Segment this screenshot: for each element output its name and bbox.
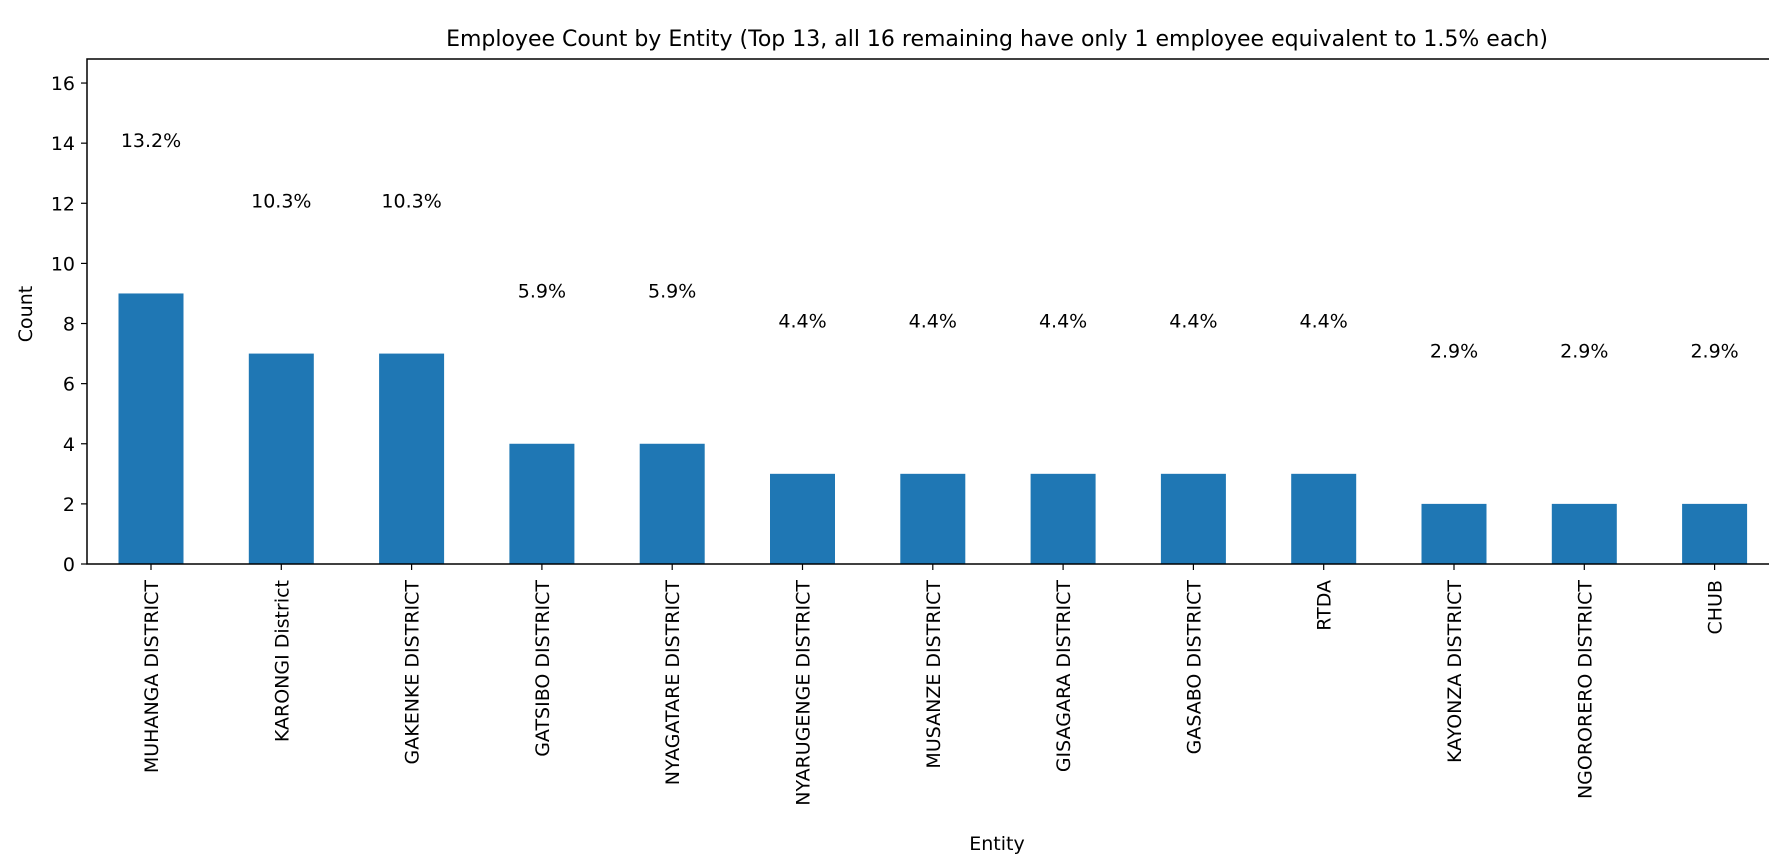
bar-data-label: 4.4% — [909, 311, 957, 333]
x-tick-label: RTDA — [1314, 580, 1336, 631]
x-axis: MUHANGA DISTRICT KARONGI District GAKENKE … — [141, 564, 1727, 806]
bar — [1682, 503, 1748, 564]
x-tick-label: GAKENKE DISTRICT — [402, 580, 424, 765]
bar-data-label: 4.4% — [1169, 311, 1217, 333]
bar — [509, 443, 575, 564]
x-tick-label: NYARUGENGE DISTRICT — [793, 580, 815, 806]
chart-title: Employee Count by Entity (Top 13, all 16… — [446, 27, 1548, 52]
bar-data-label: 2.9% — [1430, 341, 1478, 363]
bar — [900, 473, 966, 564]
bar-data-label: 13.2% — [121, 130, 181, 152]
bar — [639, 443, 705, 564]
x-tick-label: KAYONZA DISTRICT — [1444, 580, 1466, 763]
x-tick-label: NGORORERO DISTRICT — [1574, 580, 1596, 799]
bar-data-label: 2.9% — [1690, 341, 1738, 363]
x-tick-label: KARONGI District — [271, 580, 293, 742]
bar-data-label: 10.3% — [251, 190, 311, 212]
x-tick-label: CHUB — [1705, 580, 1727, 635]
bar — [1291, 473, 1357, 564]
y-tick-label: 16 — [51, 73, 75, 95]
bar-data-label: 10.3% — [381, 190, 441, 212]
bar-data-label: 4.4% — [1039, 311, 1087, 333]
bar-data-label: 4.4% — [1300, 311, 1348, 333]
bars — [118, 293, 1748, 564]
bar-data-label: 5.9% — [518, 280, 566, 302]
y-axis: 0 2 4 6 8 10 12 14 16 — [51, 73, 87, 576]
bar — [1551, 503, 1617, 564]
x-tick-label: GISAGARA DISTRICT — [1053, 580, 1075, 773]
bar-data-label: 2.9% — [1560, 341, 1608, 363]
x-tick-label: MUSANZE DISTRICT — [923, 580, 945, 769]
bar — [248, 353, 314, 564]
x-tick-label: GATSIBO DISTRICT — [532, 580, 554, 757]
bar-data-label: 5.9% — [648, 280, 696, 302]
x-tick-label: NYAGATARE DISTRICT — [662, 580, 684, 786]
bar-data-label: 4.4% — [778, 311, 826, 333]
y-tick-label: 8 — [63, 314, 75, 336]
x-tick-label: GASABO DISTRICT — [1183, 580, 1205, 755]
y-tick-label: 12 — [51, 193, 75, 215]
bar — [118, 293, 184, 564]
y-tick-label: 10 — [51, 253, 75, 275]
bar — [1421, 503, 1487, 564]
y-tick-label: 14 — [51, 133, 75, 155]
y-tick-label: 0 — [63, 554, 75, 576]
y-tick-label: 6 — [63, 374, 75, 396]
bar — [1160, 473, 1226, 564]
y-axis-title: Count — [15, 286, 37, 342]
x-axis-title: Entity — [969, 833, 1024, 855]
y-tick-label: 4 — [63, 434, 75, 456]
plot-frame — [86, 58, 1769, 565]
bar — [1030, 473, 1096, 564]
bar — [770, 473, 835, 564]
y-tick-label: 2 — [63, 494, 75, 516]
bar — [379, 353, 445, 564]
x-tick-label: MUHANGA DISTRICT — [141, 580, 163, 774]
data-labels: 13.2% 10.3% 10.3% 5.9% 5.9% 4.4% 4.4% 4.4% 4.4% 4… — [121, 130, 1739, 362]
